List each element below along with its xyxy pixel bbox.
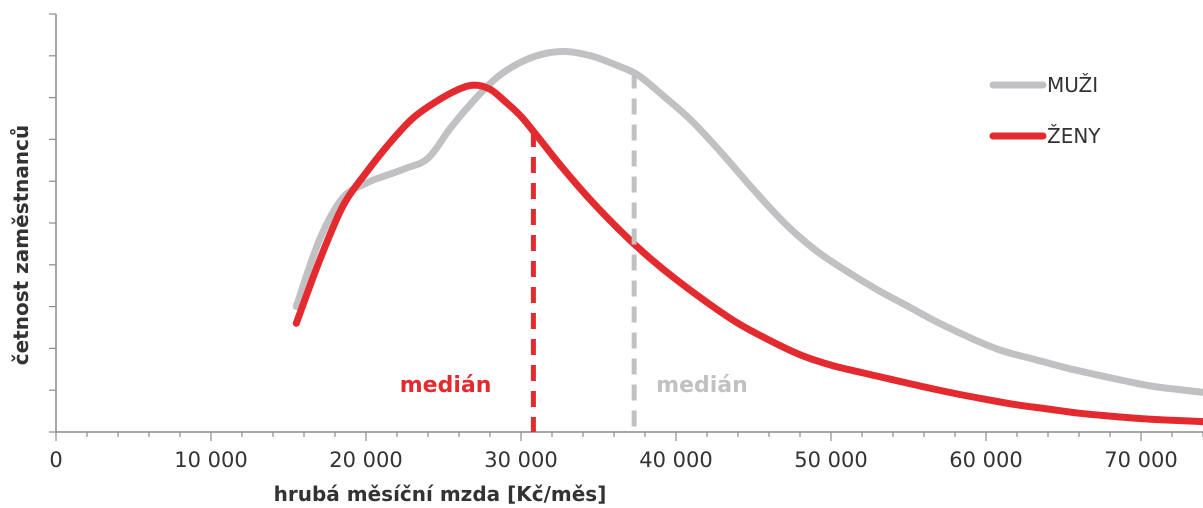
legend: MUŽI ŽENY [989,73,1101,148]
x-tick-label: 10 000 [174,448,247,472]
x-tick-label: 50 000 [794,448,867,472]
median-layer: medián medián [400,72,748,432]
series-zeny-line [292,81,1203,426]
x-tick-label: 60 000 [949,448,1022,472]
y-axis-title: četnost zaměstnanců [9,125,33,365]
median-zeny-label: medián [400,373,492,398]
series-layer [292,48,1203,426]
x-tick-label: 0 [49,448,62,472]
x-tick-labels: 0 10 000 20 000 30 000 40 000 50 000 60 000 70 … [49,448,1177,472]
median-muzi-label: medián [656,373,748,398]
y-axis-ticks [49,13,56,433]
x-tick-label: 70 000 [1104,448,1177,472]
x-axis-ticks [55,432,1203,441]
x-tick-label: 20 000 [329,448,402,472]
series-muzi-line [292,48,1203,396]
legend-label: MUŽI [1047,73,1098,97]
x-tick-label: 40 000 [639,448,712,472]
x-tick-label: 30 000 [484,448,557,472]
legend-label: ŽENY [1047,124,1101,148]
x-axis-title: hrubá měsíční mzda [Kč/měs] [274,482,607,506]
